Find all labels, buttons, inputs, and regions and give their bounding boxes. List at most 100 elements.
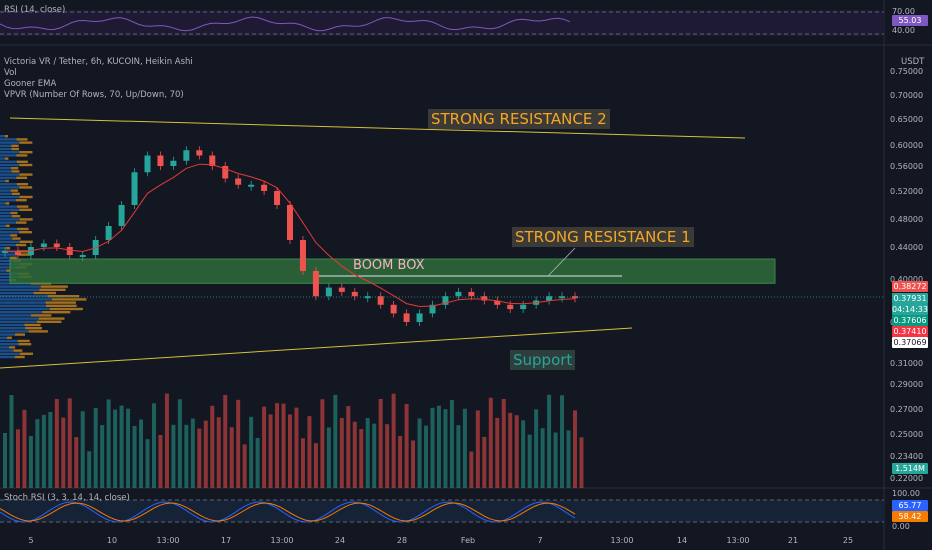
vpvr-down-bar-56	[30, 314, 52, 317]
vpvr-up-bar-34	[0, 243, 16, 247]
vpvr-down-bar-48	[39, 288, 66, 291]
stoch-label: Stoch RSI (3, 3, 14, 14, close)	[4, 493, 130, 503]
candle-16	[209, 155, 216, 166]
vpvr-down-bar-42	[6, 269, 11, 272]
volume-bar-67	[436, 405, 441, 488]
vpvr-up-bar-17	[0, 189, 11, 192]
vpvr-up-bar-41	[0, 266, 16, 269]
vpvr-down-bar-0	[4, 135, 8, 138]
vpvr-down-bar-51	[51, 298, 87, 301]
annotation-strong-resistance-1[interactable]: STRONG RESISTANCE 1	[512, 227, 694, 247]
volume-bar-28	[184, 424, 189, 488]
vpvr-up-bar-32	[0, 237, 13, 240]
volume-bar-51	[333, 394, 338, 488]
volume-bar-19	[126, 408, 131, 488]
candle-15	[196, 150, 203, 156]
candle-19	[248, 184, 255, 187]
volume-bar-78	[508, 412, 513, 488]
rsi-tick-label-1: 40.00	[892, 26, 915, 35]
vpvr-down-bar-50	[47, 295, 80, 298]
candle-12	[157, 155, 164, 166]
vpvr-up-bar-44	[0, 275, 19, 279]
volume-bar-20	[132, 425, 137, 488]
volume-bar-36	[236, 399, 241, 488]
volume-bar-72	[469, 451, 474, 488]
candle-14	[183, 150, 190, 161]
vpvr-up-bar-5	[0, 151, 20, 154]
time-tick-label-5: 24	[335, 536, 345, 545]
annotation-strong-resistance-2[interactable]: STRONG RESISTANCE 2	[428, 109, 610, 129]
candle-33	[429, 304, 436, 314]
volume-bar-80	[521, 420, 526, 488]
candle-5	[66, 247, 73, 255]
candle-43	[559, 296, 566, 299]
vpvr-up-bar-66	[0, 346, 10, 349]
vpvr-down-bar-21	[5, 202, 10, 205]
support-line	[0, 327, 633, 369]
volume-bar-5	[35, 419, 40, 488]
vpvr-up-bar-47	[0, 285, 41, 288]
volume-bar-53	[346, 406, 351, 488]
ema-line	[4, 163, 576, 308]
vpvr-down-bar-29	[17, 227, 29, 231]
vpvr-up-bar-8	[0, 160, 17, 163]
volume-bar-39	[255, 437, 260, 488]
vpvr-up-bar-4	[0, 147, 12, 151]
vpvr-down-bar-61	[28, 330, 48, 333]
candle-11	[144, 155, 151, 173]
vpvr-up-bar-6	[0, 154, 17, 157]
time-tick-label-8: 7	[537, 536, 542, 545]
indicator-vol[interactable]: Vol	[4, 68, 17, 78]
candle-27	[351, 291, 358, 297]
vpvr-down-bar-3	[11, 144, 19, 147]
vpvr-down-bar-67	[13, 349, 23, 352]
indicator-ema[interactable]: Gooner EMA	[4, 79, 57, 89]
volume-bar-45	[294, 407, 299, 488]
volume-bar-52	[339, 418, 344, 488]
annotation-boom-box[interactable]: BOOM BOX	[353, 258, 425, 273]
indicator-vpvr[interactable]: VPVR (Number Of Rows, 70, Up/Down, 70)	[4, 90, 184, 100]
resistance-1-callout-line	[547, 247, 576, 277]
vpvr-down-bar-18	[11, 192, 20, 195]
volume-bar-0	[3, 433, 7, 488]
annotation-support[interactable]: Support	[510, 350, 576, 370]
candle-29	[377, 296, 384, 305]
vpvr-down-bar-32	[12, 237, 21, 240]
volume-bar-6	[41, 414, 46, 488]
price-tick-label-4: 0.56000	[890, 162, 923, 171]
time-tick-label-2: 13:00	[156, 536, 179, 545]
volume-bar-65	[424, 425, 429, 488]
volume-bar-70	[456, 425, 461, 488]
volume-bar-35	[229, 427, 234, 488]
volume-bar-21	[139, 419, 144, 488]
stoch-tick-label-1: 0.00	[892, 522, 910, 531]
volume-bar-43	[281, 403, 286, 488]
volume-bar-68	[443, 409, 448, 488]
vpvr-up-bar-57	[0, 317, 39, 320]
volume-bar-22	[145, 439, 150, 488]
vpvr-down-bar-58	[36, 320, 62, 323]
vpvr-down-bar-49	[33, 291, 56, 295]
volume-bar-9	[61, 417, 66, 488]
vpvr-up-bar-65	[0, 343, 19, 346]
vpvr-down-bar-27	[15, 221, 27, 224]
price-tick-label-6: 0.48000	[890, 215, 923, 224]
volume-bar-76	[495, 417, 500, 488]
vpvr-down-bar-31	[10, 234, 18, 237]
price-badge-0: 0.38272	[892, 281, 928, 292]
price-tick-label-8: 0.40000	[890, 275, 923, 284]
vpvr-down-bar-19	[19, 195, 33, 199]
volume-bar-7	[48, 411, 53, 488]
vpvr-down-bar-59	[24, 323, 41, 327]
vpvr-up-bar-58	[0, 320, 37, 323]
volume-bar-84	[547, 394, 552, 488]
volume-badge: 1.514M	[892, 463, 928, 474]
vpvr-down-bar-30	[19, 231, 32, 234]
symbol-title[interactable]: Victoria VR / Tether, 6h, KUCOIN, Heikin…	[4, 57, 193, 67]
candle-8	[105, 226, 112, 240]
vpvr-up-bar-48	[0, 288, 40, 291]
volume-bar-57	[372, 423, 377, 488]
price-badge-1: 0.37931	[892, 293, 928, 304]
price-tick-label-11: 0.29000	[890, 380, 923, 389]
